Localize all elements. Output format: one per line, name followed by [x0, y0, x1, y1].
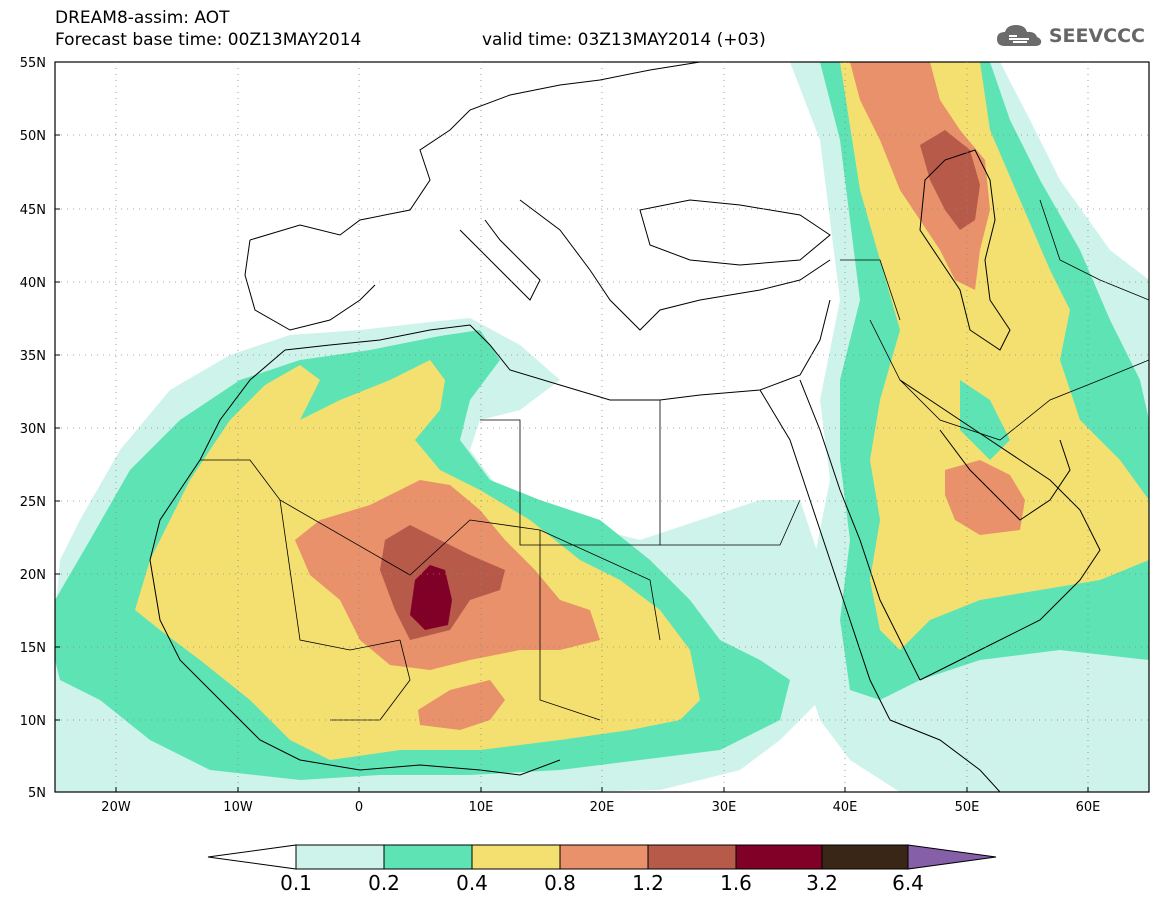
cloud-icon — [996, 25, 1041, 46]
lat-label: 20N — [20, 568, 46, 583]
brand-name: SEEVCCC — [1048, 25, 1145, 47]
colorbar — [207, 844, 997, 870]
colorbar-label: 0.1 — [280, 871, 312, 895]
colorbar-bin — [559, 844, 649, 870]
aot-fields — [55, 62, 1149, 792]
lat-label: 35N — [20, 349, 46, 364]
lon-label: 20W — [101, 800, 131, 815]
lat-label: 50N — [20, 129, 46, 144]
lon-label: 0 — [355, 800, 363, 815]
lat-label: 40N — [20, 276, 46, 291]
colorbar-bin — [821, 844, 909, 870]
colorbar-bin — [647, 844, 737, 870]
lon-labels: 20W 10W 0 10E 20E 30E 40E 50E 60E — [101, 800, 1100, 815]
map-title: DREAM8-assim: AOT — [55, 8, 230, 28]
gridlines — [55, 62, 1149, 792]
aot-contour-0.8-gulf — [945, 460, 1025, 535]
lat-label: 55N — [20, 56, 46, 71]
lon-label: 20E — [590, 800, 615, 815]
lat-labels: 55N 50N 45N 40N 35N 30N 25N 20N 15N 10N … — [20, 56, 46, 801]
aot-contour-1.6-west — [410, 565, 452, 630]
lon-label: 50E — [955, 800, 980, 815]
aot-contour-0.8-south — [418, 680, 505, 730]
colorbar-bin — [735, 844, 823, 870]
colorbar-bin — [295, 844, 385, 870]
base-time: Forecast base time: 00Z13MAY2014 — [55, 30, 362, 50]
lat-label: 10N — [20, 714, 46, 729]
colorbar-label: 1.6 — [720, 871, 752, 895]
colorbar-label: 6.4 — [892, 871, 924, 895]
colorbar-label: 0.8 — [544, 871, 576, 895]
colorbar-bin — [383, 844, 473, 870]
lon-label: 10E — [469, 800, 494, 815]
axis-ticks — [55, 61, 1089, 792]
colorbar-arrow-low — [207, 844, 297, 870]
aot-contour-0.4-east-patch — [960, 380, 1010, 460]
lon-label: 60E — [1076, 800, 1101, 815]
aot-contour-0.8-east — [850, 62, 990, 290]
aot-contour-1.2-east — [920, 130, 980, 230]
lon-label: 30E — [712, 800, 737, 815]
colorbar-label: 1.2 — [632, 871, 664, 895]
valid-time: valid time: 03Z13MAY2014 (+03) — [482, 30, 766, 50]
borders — [200, 199, 1149, 721]
lat-label: 5N — [28, 786, 46, 801]
lon-label: 10W — [223, 800, 253, 815]
colorbar-bin — [471, 844, 561, 870]
lat-label: 25N — [20, 495, 46, 510]
colorbar-label: 3.2 — [806, 871, 838, 895]
coastlines — [149, 62, 1101, 792]
lat-label: 45N — [20, 203, 46, 218]
brand-logo: SEEVCCC — [995, 22, 1145, 50]
lat-label: 30N — [20, 422, 46, 437]
lat-label: 15N — [20, 641, 46, 656]
colorbar-label: 0.2 — [368, 871, 400, 895]
colorbar-arrow-high — [907, 844, 997, 870]
lon-label: 40E — [833, 800, 858, 815]
colorbar-label: 0.4 — [456, 871, 488, 895]
